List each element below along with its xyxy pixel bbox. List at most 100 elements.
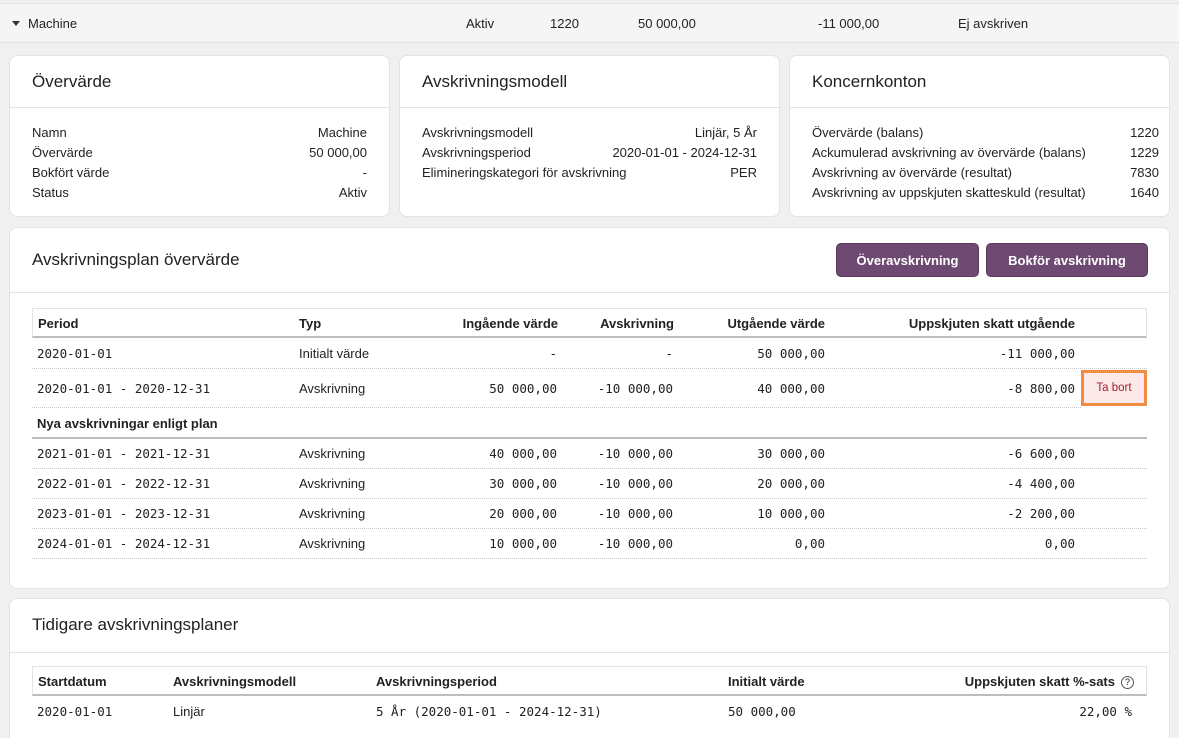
asset-tax: -11 000,00 (818, 16, 880, 31)
caret-down-icon[interactable] (12, 21, 20, 27)
cell-avskrivning: - (665, 346, 673, 361)
asset-state: Ej avskriven (958, 16, 1029, 31)
asset-value: 50 000,00 (638, 16, 696, 31)
cell-avskrivning: -10 000,00 (597, 536, 673, 551)
cell-initialt: 50 000,00 (728, 704, 796, 719)
cell-ingaende: 40 000,00 (489, 446, 557, 461)
help-icon[interactable]: ? (1121, 676, 1134, 689)
cell-period: 2020-01-01 - 2020-12-31 (37, 381, 211, 396)
asset-name[interactable]: Machine (12, 16, 77, 31)
divider (10, 292, 1169, 293)
section-divider (32, 437, 1147, 439)
table-header (32, 308, 1147, 338)
col-skatt: Uppskjuten skatt %-sats? (965, 674, 1134, 689)
divider (10, 652, 1169, 653)
col-typ: Typ (299, 316, 322, 331)
asset-account: 1220 (550, 16, 579, 31)
cell-ingaende: 30 000,00 (489, 476, 557, 491)
overavskrivning-button[interactable]: Överavskrivning (836, 243, 979, 277)
tidigare-table: Startdatum Avskrivningsmodell Avskrivnin… (32, 666, 1147, 738)
col-skatt: Uppskjuten skatt utgående (908, 316, 1075, 331)
divider (400, 107, 779, 108)
bokfor-avskrivning-button[interactable]: Bokför avskrivning (986, 243, 1148, 277)
cell-typ: Avskrivning (299, 536, 366, 551)
kv-row: Övervärde (balans) 1220 (812, 125, 1159, 140)
col-avskrivning: Avskrivning (600, 316, 674, 331)
cell-period: 2020-01-01 (37, 346, 113, 361)
remove-button[interactable]: Ta bort (1081, 370, 1147, 406)
cell-period: 2022-01-01 - 2022-12-31 (37, 476, 211, 491)
col-utgaende: Utgående värde (727, 316, 825, 331)
row-divider (32, 498, 1147, 499)
kv-row: Bokfört värde - (32, 165, 367, 180)
cell-startdatum: 2020-01-01 (37, 704, 113, 719)
cell-period: 2023-01-01 - 2023-12-31 (37, 506, 211, 521)
cell-typ: Avskrivning (299, 506, 366, 521)
table-header (32, 666, 1147, 696)
kv-row: Avskrivningsmodell Linjär, 5 År (422, 125, 757, 140)
overvarde-card: Övervärde Namn Machine Övervärde 50 000,00… (9, 55, 390, 217)
cell-avskrivning: -10 000,00 (597, 446, 673, 461)
divider (10, 107, 389, 108)
cell-avskrivning: -10 000,00 (597, 506, 673, 521)
row-divider (32, 528, 1147, 529)
cell-utgaende: 0,00 (794, 536, 825, 551)
kv-row: Elimineringskategori för avskrivning PER (422, 165, 757, 180)
cell-skatt: -2 200,00 (1007, 506, 1075, 521)
cell-utgaende: 50 000,00 (757, 346, 825, 361)
kv-row: Avskrivning av uppskjuten skatteskuld (r… (812, 185, 1159, 200)
row-divider (32, 558, 1147, 559)
kv-row: Ackumulerad avskrivning av övervärde (ba… (812, 145, 1159, 160)
tidigare-card: Tidigare avskrivningsplaner Startdatum A… (9, 598, 1170, 738)
kv-row: Avskrivningsperiod 2020-01-01 - 2024-12-3… (422, 145, 757, 160)
cell-utgaende: 20 000,00 (757, 476, 825, 491)
divider (790, 107, 1169, 108)
plan-table: Period Typ Ingående värde Avskrivning Ut… (32, 308, 1147, 568)
cell-modell: Linjär (173, 704, 205, 719)
kv-row: Avskrivning av övervärde (resultat) 7830 (812, 165, 1159, 180)
cell-period: 5 År (2020-01-01 - 2024-12-31) (376, 704, 602, 719)
cell-avskrivning: -10 000,00 (597, 381, 673, 396)
col-period: Avskrivningsperiod (376, 674, 497, 689)
cell-skatt: -4 400,00 (1007, 476, 1075, 491)
cell-typ: Avskrivning (299, 446, 366, 461)
avskrivningsmodell-card: Avskrivningsmodell Avskrivningsmodell Lin… (399, 55, 780, 217)
col-initialt: Initialt värde (728, 674, 805, 689)
cell-skatt: -8 800,00 (1007, 381, 1075, 396)
cell-typ: Initialt värde (299, 346, 370, 361)
col-period: Period (38, 316, 79, 331)
cell-utgaende: 30 000,00 (757, 446, 825, 461)
cell-typ: Avskrivning (299, 381, 366, 396)
kv-row: Övervärde 50 000,00 (32, 145, 367, 160)
cell-utgaende: 40 000,00 (757, 381, 825, 396)
col-modell: Avskrivningsmodell (173, 674, 297, 689)
cell-ingaende: 20 000,00 (489, 506, 557, 521)
cell-ingaende: - (549, 346, 557, 361)
koncernkonton-card: Koncernkonton Övervärde (balans) 1220 Ack… (789, 55, 1170, 217)
cell-period: 2021-01-01 - 2021-12-31 (37, 446, 211, 461)
overvarde-title: Övervärde (32, 72, 112, 91)
col-ingaende: Ingående värde (462, 316, 558, 331)
cell-skatt: 0,00 (1044, 536, 1075, 551)
cell-typ: Avskrivning (299, 476, 366, 491)
kv-row: Status Aktiv (32, 185, 367, 200)
section-label: Nya avskrivningar enligt plan (37, 416, 218, 431)
asset-status: Aktiv (466, 16, 495, 31)
cell-skatt: 22,00 % (1079, 704, 1132, 719)
row-divider (32, 368, 1147, 369)
cell-utgaende: 10 000,00 (757, 506, 825, 521)
cell-ingaende: 10 000,00 (489, 536, 557, 551)
col-startdatum: Startdatum (38, 674, 107, 689)
cell-ingaende: 50 000,00 (489, 381, 557, 396)
koncernkonton-title: Koncernkonton (812, 72, 927, 91)
cell-avskrivning: -10 000,00 (597, 476, 673, 491)
cell-period: 2024-01-01 - 2024-12-31 (37, 536, 211, 551)
plan-title: Avskrivningsplan övervärde (32, 250, 240, 269)
asset-summary-row[interactable]: Machine Aktiv 1220 50 000,00 -11 000,00 … (0, 3, 1179, 43)
tidigare-title: Tidigare avskrivningsplaner (32, 615, 239, 634)
avskrivningsmodell-title: Avskrivningsmodell (422, 72, 568, 91)
cell-skatt: -6 600,00 (1007, 446, 1075, 461)
kv-row: Namn Machine (32, 125, 367, 140)
row-divider (32, 407, 1081, 408)
row-divider (32, 468, 1147, 469)
